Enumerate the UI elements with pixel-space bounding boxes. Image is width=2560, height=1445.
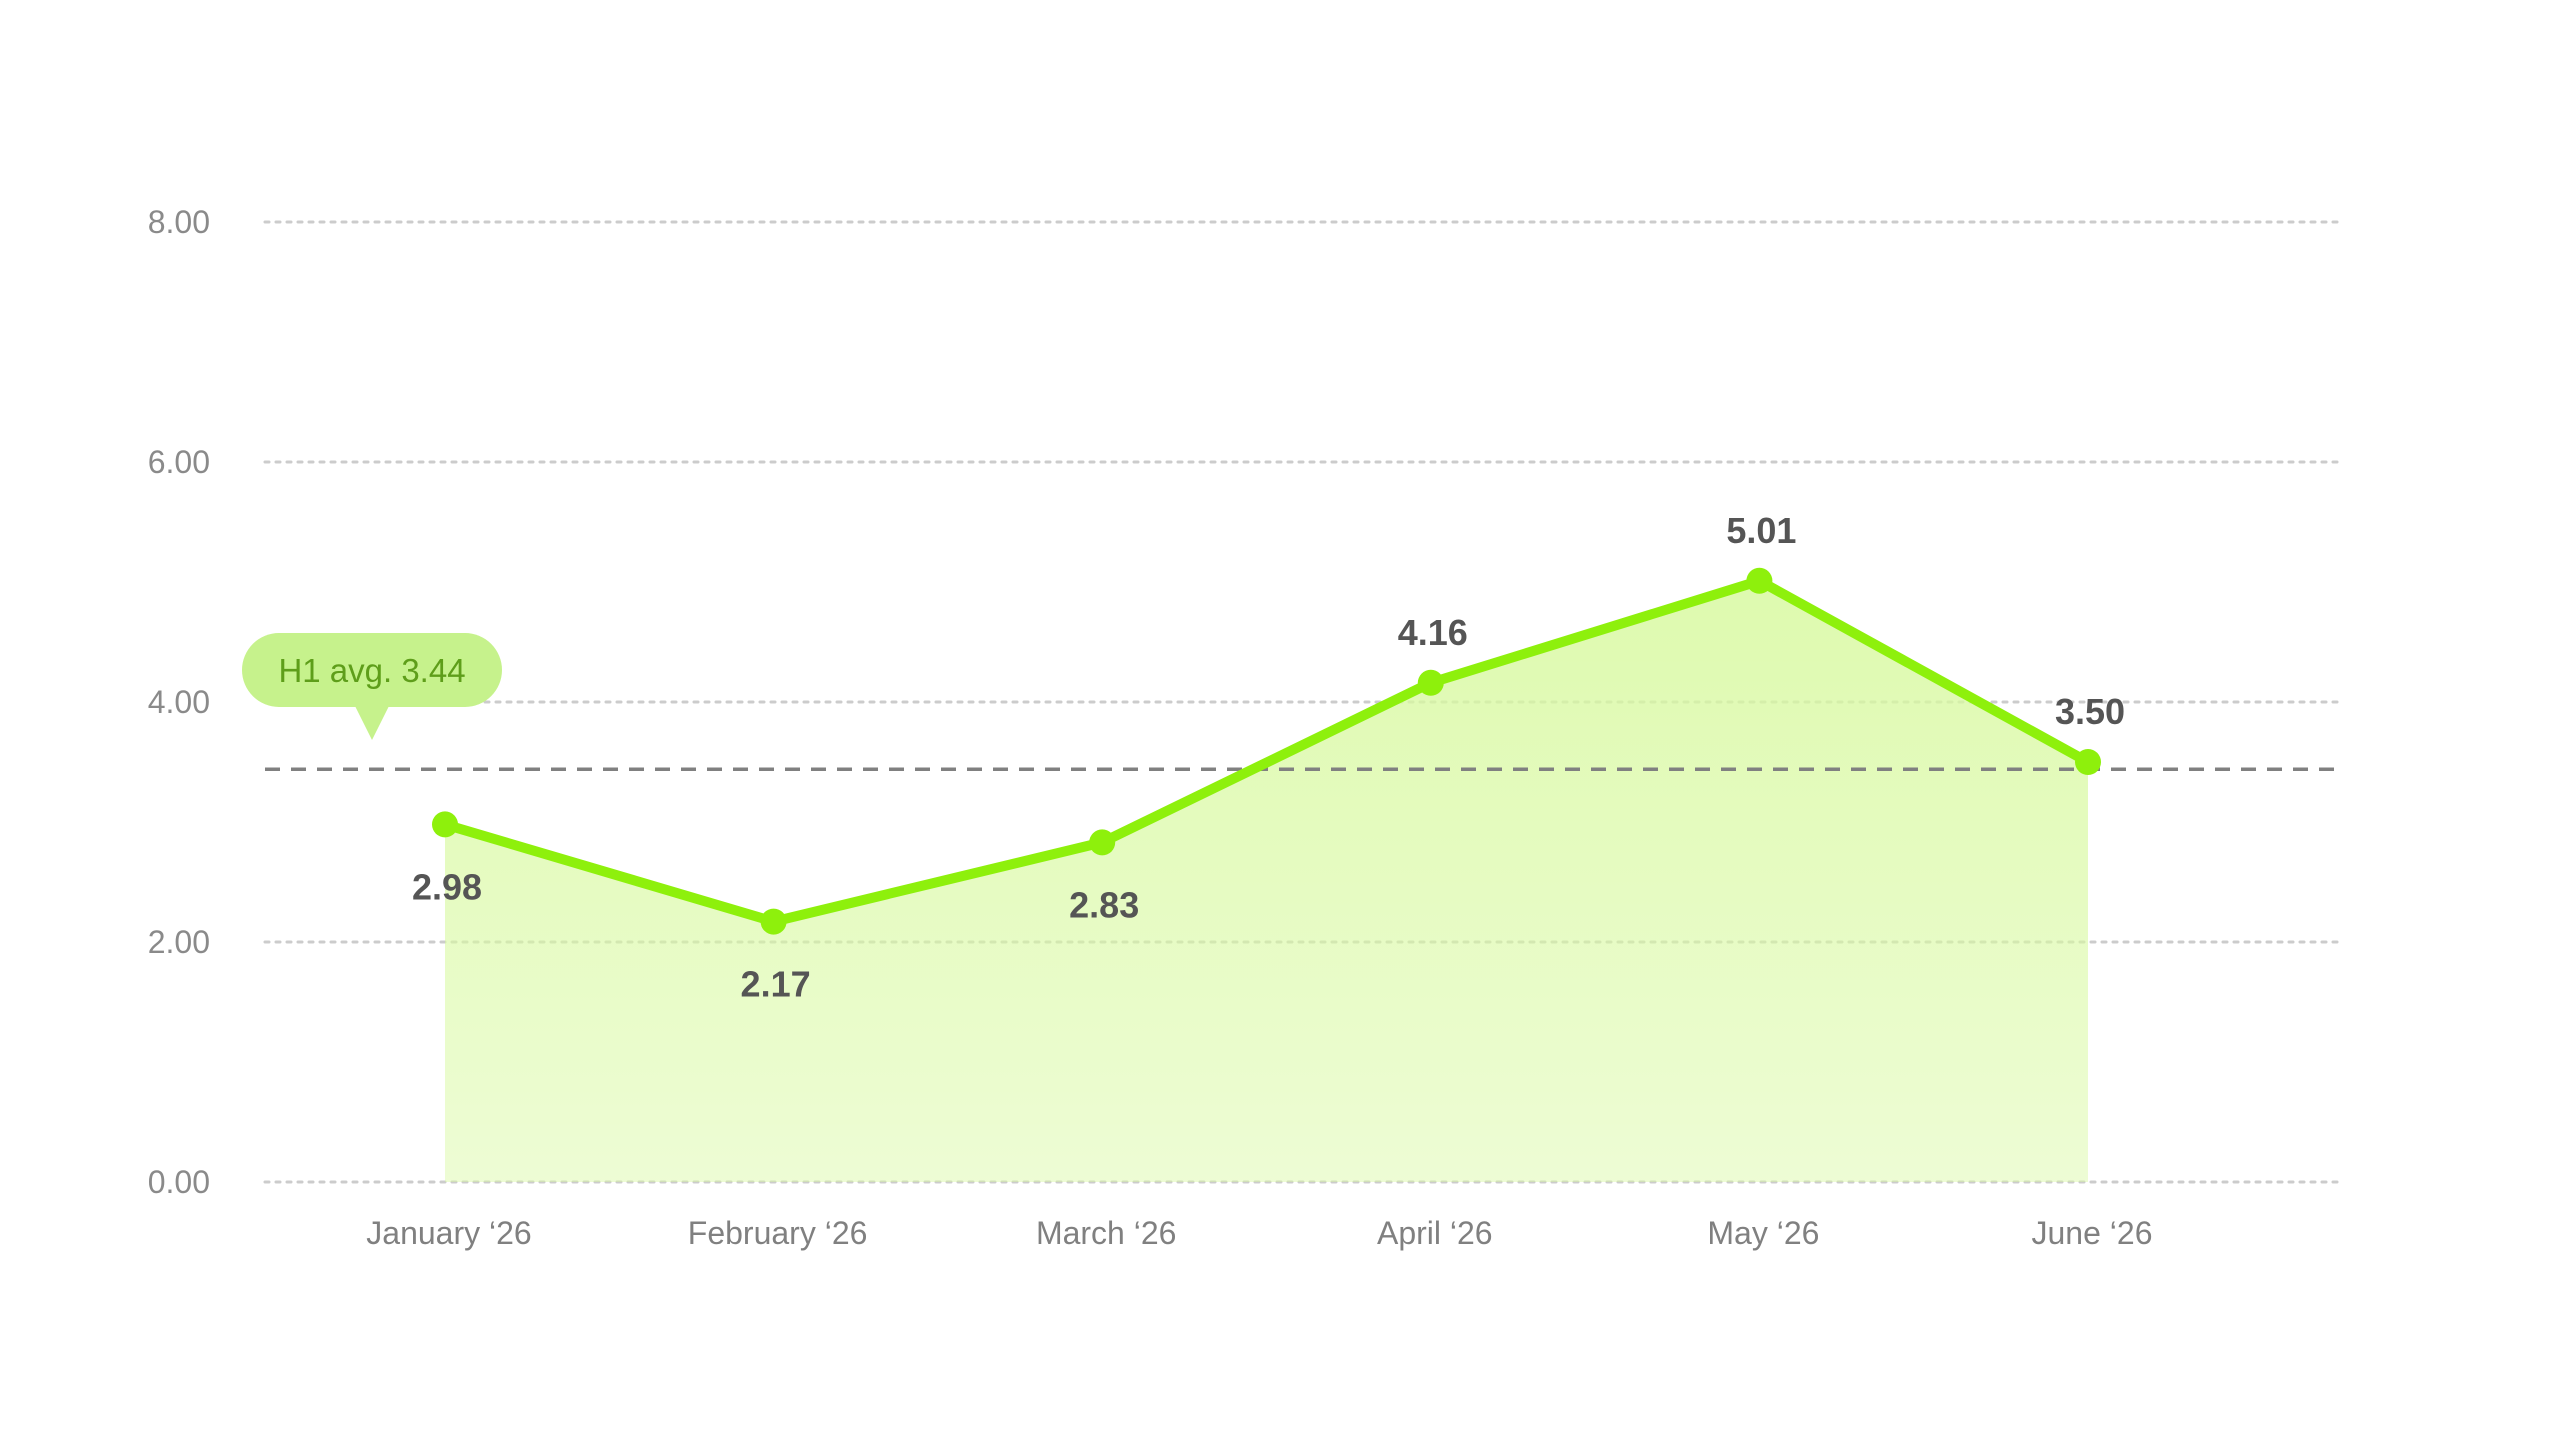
y-tick-label: 0.00 xyxy=(148,1164,210,1200)
y-tick-label: 2.00 xyxy=(148,924,210,960)
data-labels: 2.98 2.17 2.83 4.16 5.01 3.50 xyxy=(412,510,2125,1005)
y-tick-label: 4.00 xyxy=(148,684,210,720)
data-point-1 xyxy=(760,908,787,935)
y-tick-label: 6.00 xyxy=(148,444,210,480)
data-label-3: 4.16 xyxy=(1398,612,1468,653)
average-badge-pointer xyxy=(355,706,389,740)
x-tick-label: February ‘26 xyxy=(688,1215,868,1251)
series-line xyxy=(440,575,2093,927)
data-point-5 xyxy=(2075,749,2101,775)
series-line-layer xyxy=(440,575,2093,927)
data-label-2: 2.83 xyxy=(1069,884,1139,925)
y-axis: 0.00 2.00 4.00 6.00 8.00 xyxy=(148,204,210,1200)
data-label-4: 5.01 xyxy=(1726,510,1796,551)
x-tick-label: April ‘26 xyxy=(1377,1215,1493,1251)
data-point-3 xyxy=(1417,669,1444,696)
data-label-1: 2.17 xyxy=(741,964,811,1005)
data-label-5: 3.50 xyxy=(2055,691,2125,732)
data-points xyxy=(432,567,2101,935)
average-badge-layer: H1 avg. 3.44 xyxy=(242,633,502,740)
x-tick-label: May ‘26 xyxy=(1707,1215,1819,1251)
x-tick-label: March ‘26 xyxy=(1036,1215,1177,1251)
average-badge xyxy=(242,633,502,707)
data-label-0: 2.98 xyxy=(412,866,482,907)
x-tick-label: January ‘26 xyxy=(366,1215,531,1251)
y-tick-label: 8.00 xyxy=(148,204,210,240)
x-tick-label: June ‘26 xyxy=(2032,1215,2153,1251)
average-badge-label: H1 avg. 3.44 xyxy=(278,652,465,689)
data-point-2 xyxy=(1089,829,1116,856)
data-point-4 xyxy=(1746,567,1773,594)
series-area xyxy=(445,580,2088,1182)
x-axis: January ‘26 February ‘26 March ‘26 April ‘2… xyxy=(366,1215,2152,1251)
area-fill-layer xyxy=(445,580,2088,1182)
data-point-0 xyxy=(432,811,458,838)
